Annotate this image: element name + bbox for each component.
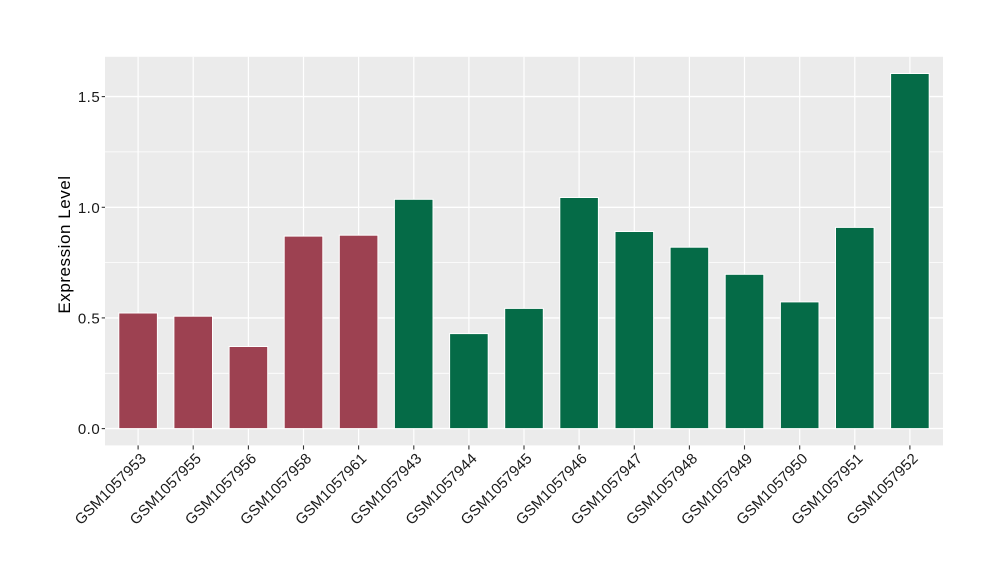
svg-text:Expression Level: Expression Level <box>55 175 74 313</box>
svg-text:0.5: 0.5 <box>78 311 100 328</box>
svg-text:1.0: 1.0 <box>78 200 100 217</box>
svg-text:0.0: 0.0 <box>78 421 100 438</box>
svg-text:1.5: 1.5 <box>78 89 100 106</box>
